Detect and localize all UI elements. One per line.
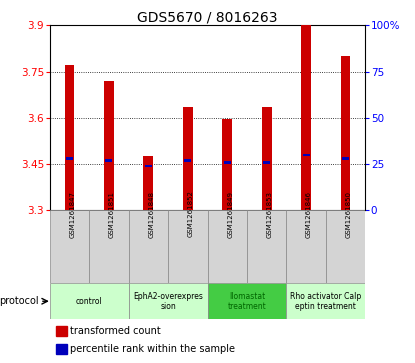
Bar (129, 211, 168, 283)
Text: GSM1261853: GSM1261853 (267, 191, 273, 237)
Text: transformed count: transformed count (70, 326, 161, 336)
Text: EphA2-overexpres
sion: EphA2-overexpres sion (133, 291, 203, 311)
Bar (341, 56, 350, 211)
Bar (208, 211, 247, 283)
Bar (208, 283, 286, 319)
Text: GSM1261846: GSM1261846 (306, 191, 312, 237)
Bar (286, 283, 365, 319)
Bar (262, 107, 271, 211)
Text: GSM1261850: GSM1261850 (345, 191, 352, 237)
Bar (168, 211, 208, 283)
Text: protocol: protocol (0, 296, 39, 306)
Bar (104, 81, 114, 211)
Text: GSM1261851: GSM1261851 (109, 191, 115, 237)
Text: GSM1261852: GSM1261852 (188, 191, 194, 237)
Text: percentile rank within the sample: percentile rank within the sample (70, 344, 235, 354)
Bar (263, 161, 270, 164)
Bar (50, 283, 129, 319)
Text: GSM1261848: GSM1261848 (149, 191, 154, 237)
Bar (247, 211, 286, 283)
Bar (342, 157, 349, 160)
Bar (66, 157, 73, 160)
Bar (89, 211, 129, 283)
Bar (224, 161, 231, 164)
Title: GDS5670 / 8016263: GDS5670 / 8016263 (137, 10, 278, 24)
Bar (303, 154, 310, 156)
Bar (286, 211, 326, 283)
Bar (105, 159, 112, 162)
Text: Rho activator Calp
eptin treatment: Rho activator Calp eptin treatment (290, 291, 361, 311)
Bar (50, 211, 89, 283)
Bar (183, 107, 193, 211)
Bar (144, 156, 153, 211)
Bar (56, 344, 67, 354)
Bar (326, 211, 365, 283)
Bar (145, 164, 152, 167)
Text: Ilomastat
treatment: Ilomastat treatment (227, 291, 266, 311)
Bar (184, 159, 191, 162)
Text: control: control (76, 297, 103, 306)
Bar (301, 25, 311, 211)
Text: GSM1261849: GSM1261849 (227, 191, 233, 237)
Text: GSM1261847: GSM1261847 (69, 191, 76, 237)
Bar (56, 326, 67, 336)
Bar (65, 65, 74, 211)
Bar (129, 283, 208, 319)
Bar (222, 119, 232, 211)
